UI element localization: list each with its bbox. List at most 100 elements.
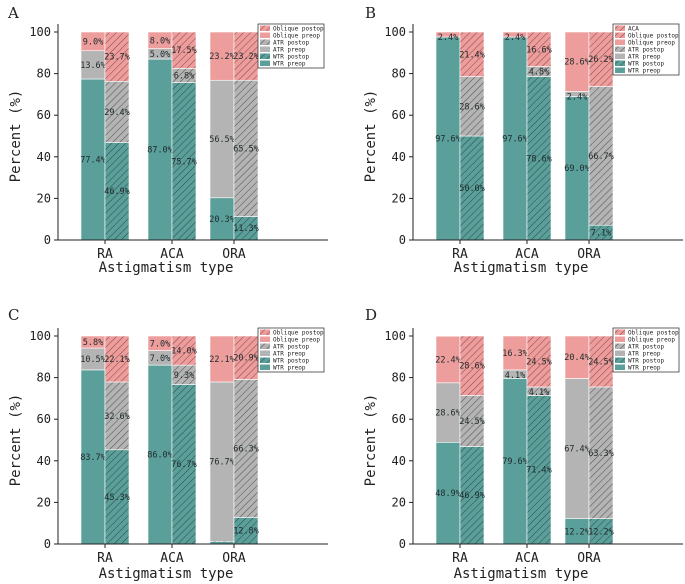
- x-axis-label: Astigmatism type: [99, 566, 234, 582]
- data-label-wtr-ra-postop: 46.9%: [459, 491, 485, 501]
- data-label-atr-aca-postop: 4.1%: [529, 388, 549, 398]
- data-label-oblique-aca-preop: 7.0%: [150, 339, 170, 349]
- legend-entry: WTR postop: [273, 54, 310, 61]
- data-label-atr-aca-preop: 4.1%: [505, 371, 525, 381]
- bar-ora-preop: 69.0% 2.4% 28.6%: [564, 31, 590, 241]
- y-tick-label: 100: [29, 25, 51, 39]
- x-tick-label-ora: ORA: [222, 551, 246, 566]
- data-label-oblique-aca-preop: 16.3%: [502, 349, 528, 359]
- panel-letter-c: C: [8, 306, 19, 324]
- chart-panel-b: B 97.6% 2.4% 50.0% 28.6% 21.4% 97.6% 2.4% 78.6% 4…: [363, 4, 683, 276]
- data-label-oblique-ra-preop: 2.4%: [438, 33, 458, 43]
- bar-segment-oblique-ora-preop: [209, 335, 235, 383]
- bar-ra-postop: 50.0% 28.6% 21.4%: [459, 31, 485, 241]
- bar-segment-oblique-ra-postop: [459, 31, 485, 77]
- data-label-wtr-ora-preop: 69.0%: [564, 164, 590, 174]
- data-label-oblique-ra-preop: 22.4%: [435, 356, 461, 366]
- y-tick-label: 80: [37, 67, 51, 81]
- legend-swatch: [260, 336, 270, 342]
- bar-aca-preop: 79.6% 4.1% 16.3%: [502, 335, 528, 545]
- panel-letter-d: D: [365, 306, 377, 324]
- bar-ra-postop: 45.3% 32.6% 22.1%: [104, 335, 130, 545]
- data-label-wtr-ora-postop: 7.1%: [591, 229, 611, 239]
- bar-segment-oblique-ora-preop: [564, 335, 590, 379]
- data-label-atr-ra-postop: 28.6%: [459, 102, 485, 112]
- legend-entry: Oblique preop: [273, 337, 320, 344]
- y-tick-label: 20: [37, 495, 51, 509]
- data-label-atr-aca-postop: 4.8%: [529, 68, 549, 78]
- legend-entry: Oblique preop: [628, 337, 675, 344]
- bar-aca-preop: 86.0% 7.0% 7.0%: [147, 335, 173, 545]
- data-label-oblique-ra-postop: 22.1%: [104, 355, 130, 365]
- data-label-wtr-aca-preop: 86.0%: [147, 451, 173, 461]
- data-label-oblique-ora-postop: 20.9%: [233, 354, 259, 364]
- y-tick-label: 40: [392, 454, 406, 468]
- data-label-atr-ora-preop: 2.4%: [567, 92, 587, 102]
- bar-ra-preop: 83.7% 10.5% 5.8%: [80, 335, 106, 545]
- legend-swatch: [260, 329, 270, 335]
- legend-entry: WTR preop: [273, 365, 306, 372]
- data-label-atr-ra-postop: 29.4%: [104, 108, 130, 118]
- y-tick-label: 100: [384, 329, 406, 343]
- data-label-wtr-aca-postop: 76.7%: [171, 460, 197, 470]
- data-label-wtr-ra-preop: 83.7%: [80, 453, 106, 463]
- bar-segment-atr-ora-preop: [209, 79, 235, 199]
- bar-segment-atr-ora-postop: [233, 79, 259, 217]
- bar-ora-postop: 12.2% 63.3% 24.5%: [588, 335, 614, 545]
- data-label-oblique-aca-postop: 16.6%: [526, 45, 552, 55]
- bar-ra-preop: 48.9% 28.6% 22.4%: [435, 335, 461, 545]
- bar-segment-wtr-ra-preop: [80, 369, 106, 545]
- legend-swatch: [260, 39, 270, 45]
- legend-swatch: [260, 364, 270, 370]
- legend-entry: ATR preop: [273, 47, 306, 54]
- bar-ra-preop: 97.6% 2.4%: [435, 31, 461, 241]
- bar-segment-oblique-ora-preop: [564, 31, 590, 92]
- bar-ra-postop: 46.9% 29.4% 23.7%: [104, 31, 130, 241]
- data-label-wtr-aca-preop: 79.6%: [502, 457, 528, 467]
- data-label-oblique-ra-postop: 28.6%: [459, 362, 485, 372]
- data-label-atr-ora-preop: 56.5%: [209, 135, 235, 145]
- legend-swatch: [615, 67, 625, 73]
- data-label-oblique-ora-postop: 26.2%: [588, 55, 614, 65]
- legend-entry: Oblique preop: [628, 40, 675, 47]
- bar-segment-wtr-ora-postop: [588, 518, 614, 545]
- y-tick-label: 100: [384, 25, 406, 39]
- y-tick-label: 0: [399, 537, 406, 551]
- data-label-oblique-ora-preop: 22.1%: [209, 355, 235, 365]
- bar-segment-wtr-aca-preop: [502, 36, 528, 241]
- legend-swatch: [615, 350, 625, 356]
- data-label-atr-ora-preop: 67.4%: [564, 445, 590, 455]
- x-tick-label-ra: RA: [97, 247, 113, 262]
- bar-segment-wtr-ra-preop: [80, 78, 106, 241]
- legend-swatch: [260, 53, 270, 59]
- bar-segment-oblique-aca-preop: [502, 335, 528, 371]
- legend-swatch: [615, 336, 625, 342]
- legend-entry: ATR postop: [273, 344, 310, 351]
- bar-ra-postop: 46.9% 24.5% 28.6%: [459, 335, 485, 545]
- data-label-atr-ora-postop: 66.7%: [588, 152, 614, 162]
- legend-entry: WTR preop: [628, 68, 661, 75]
- legend-entry: ATR postop: [273, 40, 310, 47]
- bar-segment-oblique-ora-postop: [233, 31, 259, 81]
- data-label-wtr-ra-postop: 50.0%: [459, 184, 485, 194]
- bar-segment-oblique-aca-postop: [526, 335, 552, 388]
- data-label-atr-ra-preop: 28.6%: [435, 409, 461, 419]
- bar-segment-atr-ra-postop: [104, 80, 130, 143]
- data-label-wtr-ra-postop: 45.3%: [104, 493, 130, 503]
- data-label-atr-ra-postop: 24.5%: [459, 417, 485, 427]
- legend-swatch: [615, 46, 625, 52]
- bar-segment-oblique-ora-postop: [588, 335, 614, 388]
- y-tick-label: 80: [392, 371, 406, 385]
- legend-entry: Oblique postop: [628, 330, 679, 337]
- y-tick-label: 0: [44, 233, 51, 247]
- x-tick-label-ora: ORA: [222, 247, 246, 262]
- bar-segment-wtr-ora-preop: [564, 518, 590, 545]
- bar-aca-preop: 97.6% 2.4%: [502, 31, 528, 241]
- data-label-atr-ora-postop: 63.3%: [588, 449, 614, 459]
- bar-ora-postop: 11.3% 65.5% 23.2%: [233, 31, 259, 241]
- bar-ora-preop: 20.3% 56.5% 23.2%: [209, 31, 235, 241]
- data-label-atr-ora-preop: 76.7%: [209, 458, 235, 468]
- data-label-oblique-aca-preop: 8.0%: [150, 36, 170, 46]
